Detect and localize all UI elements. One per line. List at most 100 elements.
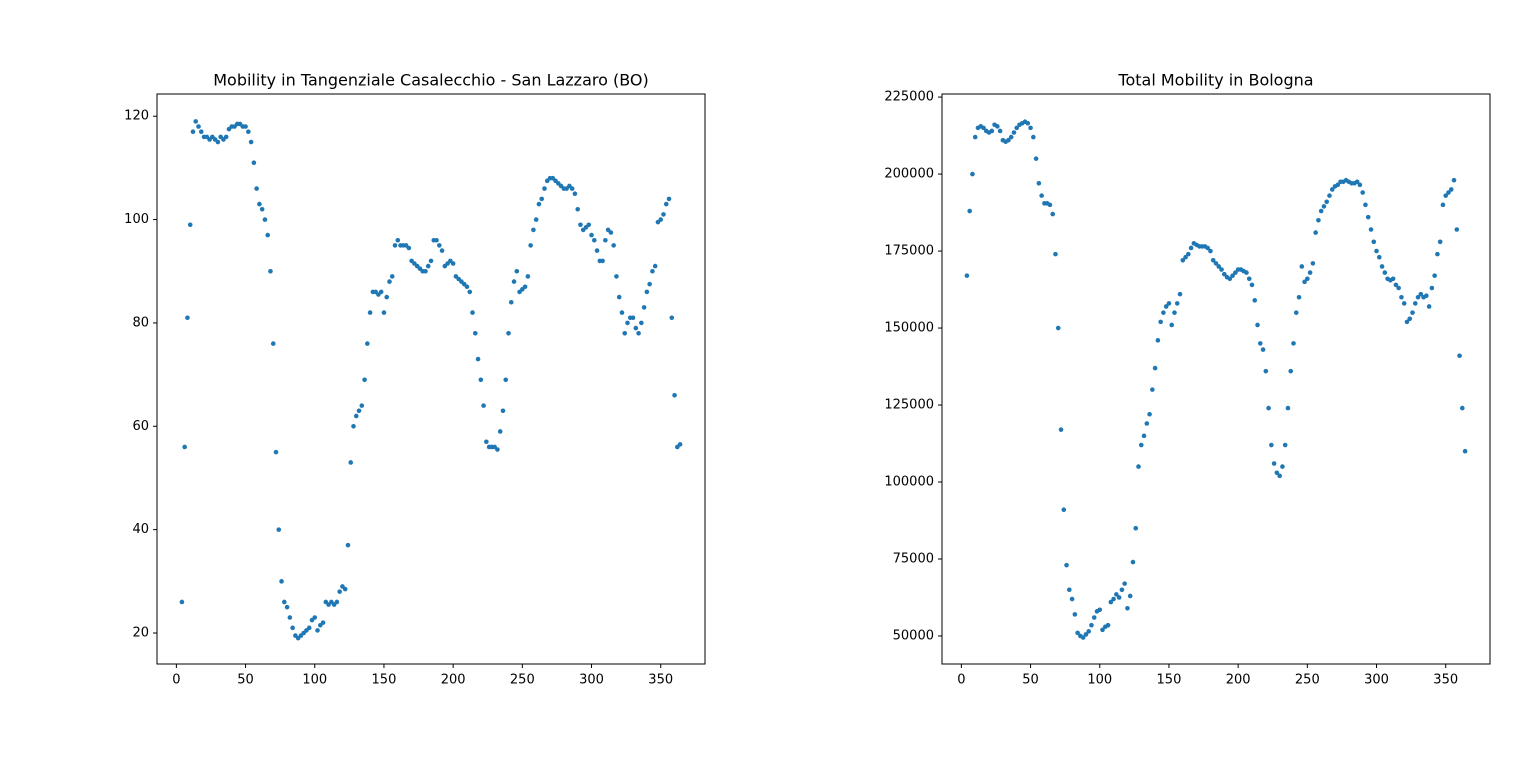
- point: [1426, 304, 1432, 309]
- point: [259, 206, 265, 212]
- point: [1296, 294, 1302, 300]
- point: [995, 124, 1000, 129]
- point: [1080, 635, 1086, 640]
- point: [1318, 208, 1324, 214]
- point: [1166, 301, 1172, 306]
- point: [1205, 245, 1210, 251]
- point: [1310, 261, 1316, 266]
- point: [1174, 301, 1180, 306]
- y-tick-label: 175000: [884, 244, 934, 259]
- point: [1399, 294, 1404, 300]
- point: [1379, 264, 1385, 269]
- point: [254, 186, 259, 191]
- point: [1327, 193, 1332, 198]
- point: [470, 310, 475, 315]
- point: [1169, 322, 1175, 328]
- point: [1216, 264, 1222, 269]
- point: [989, 128, 995, 134]
- point: [1097, 607, 1103, 613]
- point: [616, 294, 622, 300]
- point: [1249, 282, 1255, 288]
- point: [1086, 629, 1091, 634]
- point: [495, 447, 500, 452]
- point: [1446, 190, 1451, 195]
- point: [647, 281, 652, 287]
- point: [262, 217, 268, 222]
- point: [1188, 245, 1194, 251]
- point: [1269, 442, 1274, 448]
- point: [475, 356, 481, 362]
- point: [1158, 319, 1163, 325]
- point: [1291, 341, 1296, 346]
- point: [1219, 267, 1224, 272]
- point: [472, 330, 478, 336]
- point: [196, 124, 201, 129]
- point: [1302, 279, 1307, 285]
- point: [1069, 596, 1075, 602]
- point: [1100, 627, 1105, 633]
- point: [1412, 301, 1418, 306]
- point: [193, 119, 199, 124]
- x-tick-label: 300: [1364, 673, 1389, 688]
- point: [1271, 461, 1277, 466]
- point: [1161, 310, 1166, 315]
- point: [1089, 622, 1094, 628]
- point: [672, 392, 677, 398]
- point: [1410, 310, 1415, 315]
- y-tick-label: 80: [132, 315, 149, 330]
- point: [611, 243, 616, 248]
- point: [351, 423, 356, 429]
- point: [1108, 599, 1114, 605]
- point: [1033, 156, 1039, 161]
- point: [450, 261, 456, 266]
- point: [1014, 125, 1020, 131]
- point: [1257, 341, 1263, 346]
- point: [497, 429, 503, 434]
- point: [1163, 304, 1169, 309]
- point: [279, 579, 284, 584]
- point: [381, 310, 387, 315]
- point: [1277, 473, 1282, 479]
- point: [1462, 448, 1468, 454]
- point: [1357, 182, 1363, 188]
- point: [1138, 442, 1144, 448]
- plot-frame: [941, 93, 1491, 665]
- point: [663, 201, 669, 207]
- point: [525, 274, 531, 279]
- point: [265, 232, 271, 238]
- point: [348, 460, 354, 465]
- point: [353, 413, 359, 419]
- point: [1025, 120, 1031, 126]
- point: [1260, 347, 1266, 352]
- point: [1460, 405, 1465, 411]
- point: [1360, 190, 1365, 195]
- point: [1244, 270, 1249, 275]
- point: [1210, 257, 1216, 263]
- point: [1424, 293, 1429, 299]
- point: [1050, 211, 1056, 217]
- y-tick-label: 20: [132, 625, 149, 640]
- point: [536, 201, 542, 207]
- point: [1246, 276, 1252, 282]
- point: [481, 403, 486, 408]
- x-tick-label: 100: [1087, 673, 1112, 688]
- y-tick-label: 120: [124, 109, 149, 124]
- x-tick-label: 350: [648, 673, 673, 688]
- x-tick-label: 50: [237, 673, 254, 688]
- point: [1335, 182, 1341, 188]
- point: [1285, 405, 1291, 411]
- point: [644, 289, 650, 295]
- point: [428, 258, 434, 264]
- point: [1125, 605, 1130, 611]
- point: [1072, 612, 1078, 617]
- point: [1282, 442, 1288, 448]
- point: [1324, 199, 1330, 205]
- point: [1130, 559, 1136, 565]
- point: [439, 248, 445, 253]
- point: [290, 625, 295, 631]
- y-tick-label: 100000: [884, 475, 934, 490]
- point: [1454, 227, 1460, 232]
- x-tick-label: 150: [372, 673, 397, 688]
- point: [345, 542, 351, 548]
- point: [185, 315, 190, 321]
